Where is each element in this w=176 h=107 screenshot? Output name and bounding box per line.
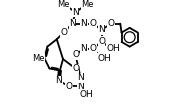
Text: OH: OH	[97, 54, 111, 63]
Text: OH: OH	[80, 90, 93, 99]
Text: O: O	[72, 64, 79, 73]
Text: O: O	[90, 19, 97, 28]
Text: O: O	[61, 27, 68, 36]
Text: O: O	[107, 19, 114, 28]
Text: N: N	[98, 25, 105, 34]
Text: OH: OH	[107, 44, 120, 53]
Text: Me: Me	[32, 54, 44, 63]
Text: N: N	[77, 73, 84, 82]
Text: N: N	[77, 82, 84, 91]
Text: O: O	[98, 37, 105, 46]
Text: O: O	[72, 50, 79, 59]
Text: N: N	[80, 44, 87, 53]
Text: N: N	[72, 8, 79, 17]
Text: Me: Me	[81, 0, 94, 9]
Text: Me: Me	[57, 0, 70, 9]
Text: N: N	[69, 19, 76, 28]
Text: O: O	[66, 82, 73, 91]
Text: O: O	[90, 44, 97, 53]
Text: N: N	[80, 19, 87, 28]
Text: N: N	[55, 77, 62, 85]
